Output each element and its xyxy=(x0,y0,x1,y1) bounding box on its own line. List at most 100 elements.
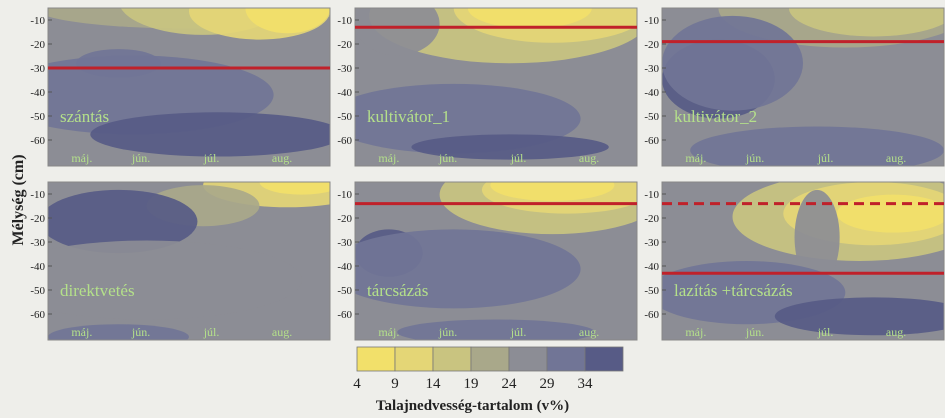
y-tick-label: -30 xyxy=(30,237,45,249)
colorbar-tick-label: 9 xyxy=(391,376,399,392)
month-label: jún. xyxy=(438,325,457,339)
colorbar-swatch xyxy=(432,346,472,372)
treatment-label: kultivátor_1 xyxy=(367,107,450,126)
panel-4: -10 -20 -30 -40 -50 -60 máj. jún. júl. aug. direkt… xyxy=(30,181,331,341)
contour-region xyxy=(788,8,944,37)
month-label: máj. xyxy=(685,151,706,165)
y-tick-label: -30 xyxy=(644,63,659,75)
colorbar-swatch xyxy=(356,346,396,372)
panel-frame xyxy=(661,7,945,167)
y-tick-label: -50 xyxy=(337,111,352,123)
panel-5: -10 -20 -30 -40 -50 -60 máj. jún. júl. aug. tárcsá… xyxy=(337,181,638,341)
month-label: aug. xyxy=(272,151,292,165)
y-tick-label: -20 xyxy=(30,213,45,225)
contour-region xyxy=(794,189,840,285)
y-tick-label: -30 xyxy=(644,237,659,249)
colorbar-title: Talajnedvesség-tartalom (v%) xyxy=(375,398,570,414)
y-tick-label: -10 xyxy=(644,15,659,27)
colorbar-tick-label: 4 xyxy=(353,376,361,392)
colorbar-tick-label: 29 xyxy=(539,376,555,392)
panel-1: -10 -20 -30 -40 -50 -60 máj. jún. júl. aug. szántá… xyxy=(30,7,331,167)
panel-frame xyxy=(354,7,638,167)
month-label: aug. xyxy=(886,151,906,165)
contour-region xyxy=(259,182,330,195)
colorbar-swatch xyxy=(508,346,548,372)
month-label: jún. xyxy=(438,151,457,165)
y-tick-label: -20 xyxy=(30,39,45,51)
colorbar-tick-label: 24 xyxy=(501,376,517,392)
panel-2: -10 -20 -30 -40 -50 -60 máj. jún. júl. aug. kultiv… xyxy=(337,7,638,167)
y-tick-label: -60 xyxy=(30,309,45,321)
y-tick-label: -10 xyxy=(30,15,45,27)
y-tick-label: -50 xyxy=(30,285,45,297)
month-label: aug. xyxy=(579,325,599,339)
panel-frame xyxy=(354,181,638,341)
y-tick-label: -40 xyxy=(644,87,659,99)
month-label: máj. xyxy=(378,325,399,339)
y-tick-label: -30 xyxy=(30,63,45,75)
y-tick-label: -20 xyxy=(644,213,659,225)
contour-region xyxy=(90,112,330,157)
month-label: aug. xyxy=(272,325,292,339)
colorbar-swatch xyxy=(546,346,586,372)
colorbar-tick-label: 34 xyxy=(577,376,593,392)
contour-region xyxy=(355,8,440,56)
y-tick-label: -60 xyxy=(644,309,659,321)
y-tick-label: -20 xyxy=(644,39,659,51)
month-label: máj. xyxy=(71,325,92,339)
contour-region xyxy=(836,194,944,233)
y-tick-label: -20 xyxy=(337,39,352,51)
colorbar-swatch xyxy=(584,346,624,372)
contour-region xyxy=(411,134,609,160)
treatment-label: tárcsázás xyxy=(367,281,428,300)
month-label: júl. xyxy=(817,325,834,339)
y-tick-label: -30 xyxy=(337,237,352,249)
y-tick-label: -30 xyxy=(337,63,352,75)
contour-region xyxy=(76,49,161,78)
month-label: júl. xyxy=(510,151,527,165)
month-label: jún. xyxy=(745,151,764,165)
treatment-label: kultivátor_2 xyxy=(674,107,757,126)
y-tick-label: -40 xyxy=(644,261,659,273)
month-label: máj. xyxy=(378,151,399,165)
y-tick-label: -60 xyxy=(337,309,352,321)
contour-region xyxy=(48,240,302,320)
panel-6: -10 -20 -30 -40 -50 -60 máj. jún. júl. aug. lazítá… xyxy=(644,181,945,341)
colorbar-tick-label: 14 xyxy=(425,376,441,392)
contour-region xyxy=(490,182,615,201)
panel-3: -10 -20 -30 -40 -50 -60 máj. jún. júl. aug. kultiv… xyxy=(644,7,945,167)
colorbar-swatch xyxy=(470,346,510,372)
y-tick-label: -10 xyxy=(337,15,352,27)
month-label: júl. xyxy=(817,151,834,165)
panel-frame xyxy=(47,181,331,341)
y-tick-label: -10 xyxy=(337,189,352,201)
contour-region xyxy=(397,319,595,340)
panel-frame xyxy=(47,7,331,167)
y-tick-label: -50 xyxy=(337,285,352,297)
y-tick-label: -40 xyxy=(337,87,352,99)
treatment-label: direktvetés xyxy=(60,281,135,300)
y-tick-label: -50 xyxy=(644,111,659,123)
month-label: júl. xyxy=(203,325,220,339)
month-label: máj. xyxy=(685,325,706,339)
month-label: aug. xyxy=(579,151,599,165)
month-label: júl. xyxy=(203,151,220,165)
month-label: jún. xyxy=(131,325,150,339)
y-tick-label: -60 xyxy=(30,135,45,147)
y-tick-label: -10 xyxy=(30,189,45,201)
month-label: júl. xyxy=(510,325,527,339)
y-tick-label: -50 xyxy=(644,285,659,297)
month-label: jún. xyxy=(745,325,764,339)
contour-region xyxy=(48,189,198,254)
contour-region xyxy=(245,8,330,34)
y-tick-label: -40 xyxy=(30,87,45,99)
y-axis-title: Mélység (cm) xyxy=(10,154,27,245)
month-label: máj. xyxy=(71,151,92,165)
month-label: jún. xyxy=(131,151,150,165)
y-tick-label: -40 xyxy=(337,261,352,273)
svg-text:Mélység (cm): Mélység (cm) xyxy=(10,154,27,245)
contour-region xyxy=(355,229,581,309)
y-tick-label: -50 xyxy=(30,111,45,123)
contour-region xyxy=(774,297,944,336)
colorbar-tick-label: 19 xyxy=(463,376,479,392)
